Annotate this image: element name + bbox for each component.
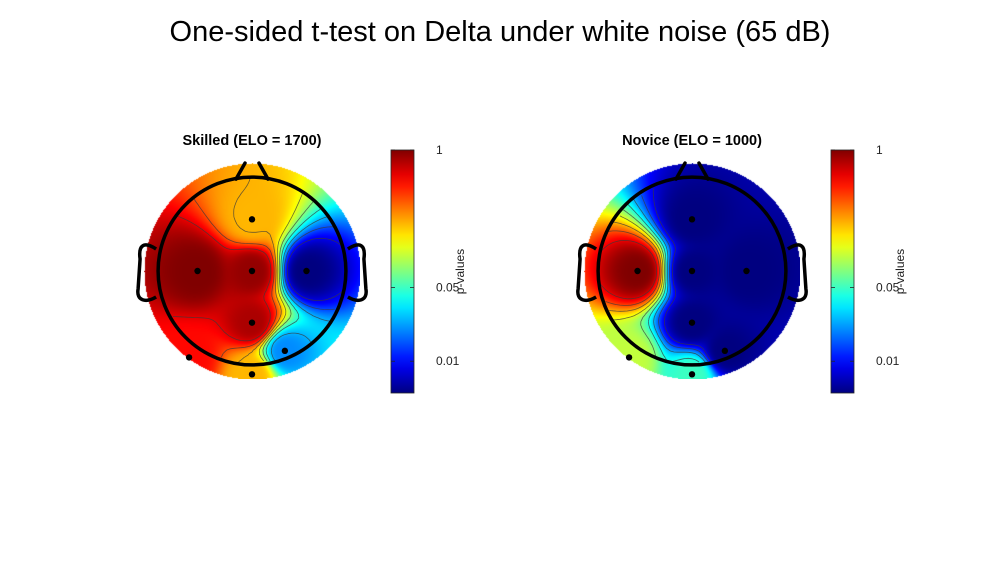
contour-lines-skilled <box>172 177 343 364</box>
colorbar-gradient-novice <box>830 149 855 394</box>
colorbar-label-skilled: p-values <box>453 249 467 294</box>
colorbar-tick-label: 0.01 <box>436 354 460 368</box>
electrode-0 <box>248 216 256 223</box>
colorbar-ticks-skilled: 1 0.05 0.01 <box>391 143 460 368</box>
electrode-6 <box>248 371 256 378</box>
colorbar-gradient-skilled <box>390 149 415 394</box>
panel-title-skilled: Skilled (ELO = 1700) <box>182 133 321 149</box>
colorbar-tick-label: 0.01 <box>876 354 900 368</box>
contour-lines-novice <box>598 188 712 364</box>
colorbar-label-novice: p-values <box>893 249 907 294</box>
electrode-2 <box>688 267 696 275</box>
colorbar-tick-label: 1 <box>876 143 883 157</box>
electrode-0 <box>688 216 696 223</box>
colorbar-novice: 1 0.05 0.01 p-values <box>830 143 907 394</box>
electrode-2 <box>248 267 256 275</box>
head-outline-skilled <box>136 161 368 367</box>
topoplot-skilled: Skilled (ELO = 1700) 1 0.05 0.01 p-values <box>136 133 467 394</box>
electrode-5 <box>625 354 633 361</box>
electrode-5 <box>185 354 193 361</box>
colorbar-ticks-novice: 1 0.05 0.01 <box>831 143 900 368</box>
head-outline-novice <box>576 161 808 367</box>
colorbar-skilled: 1 0.05 0.01 p-values <box>390 143 467 394</box>
electrode-4 <box>248 319 256 326</box>
colorbar-tick-label: 0.05 <box>876 280 900 294</box>
electrode-1 <box>634 267 641 275</box>
panel-title-novice: Novice (ELO = 1000) <box>622 133 762 149</box>
topoplot-novice: Novice (ELO = 1000) 1 0.05 0.01 p-values <box>576 133 907 394</box>
electrode-7 <box>721 347 729 355</box>
electrode-3 <box>743 267 750 275</box>
electrode-3 <box>303 267 310 275</box>
figure-title: One-sided t-test on Delta under white no… <box>170 16 831 48</box>
colorbar-tick-label: 0.05 <box>436 280 460 294</box>
electrode-6 <box>688 371 696 378</box>
electrodes-novice <box>625 216 750 378</box>
electrode-7 <box>281 347 289 355</box>
electrode-1 <box>194 267 201 275</box>
colorbar-tick-label: 1 <box>436 143 443 157</box>
electrodes-skilled <box>185 216 310 378</box>
electrode-4 <box>688 319 696 326</box>
